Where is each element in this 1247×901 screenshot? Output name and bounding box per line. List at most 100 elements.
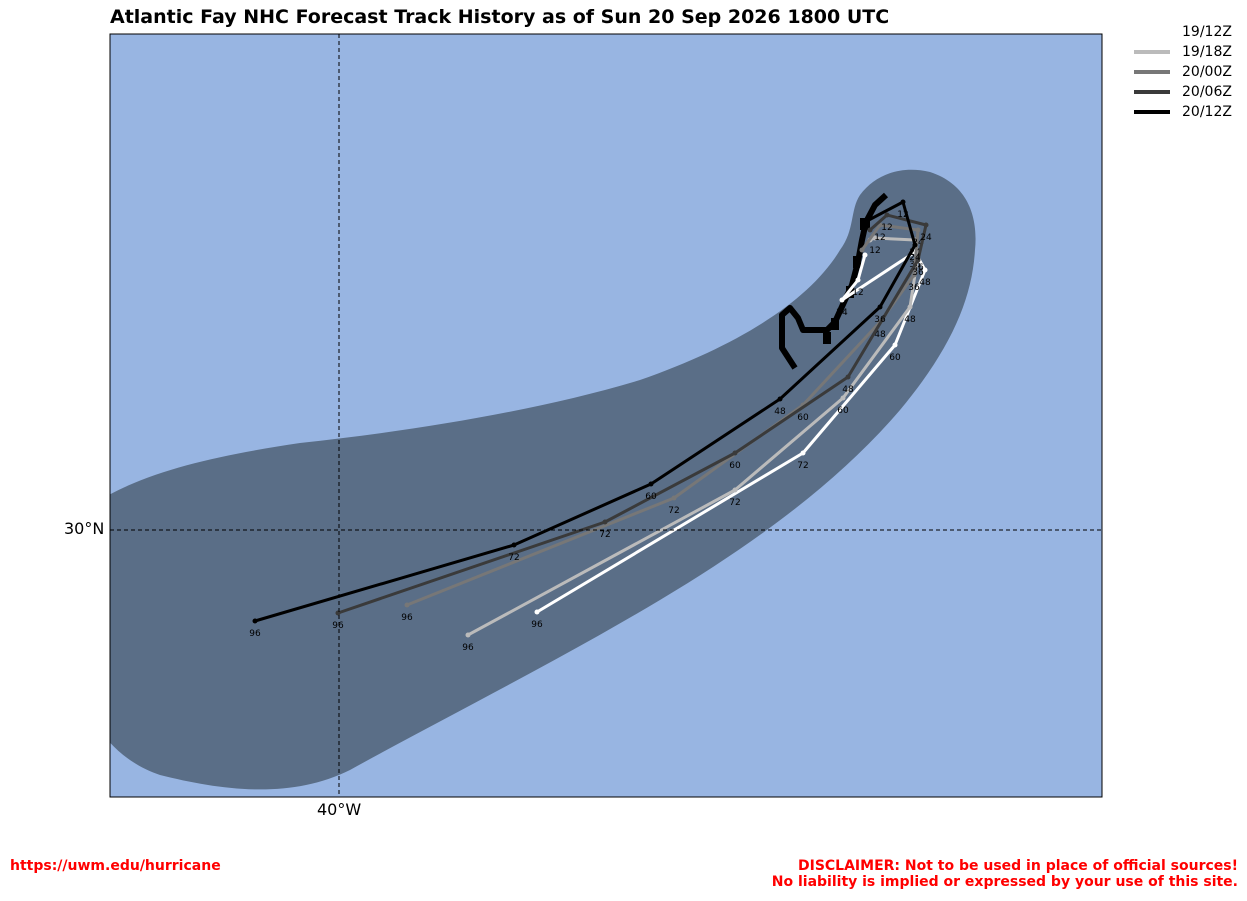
disclaimer-line-2: No liability is implied or expressed by … xyxy=(771,874,1238,890)
forecast-hour-label: 48 xyxy=(842,385,854,395)
forecast-point xyxy=(335,610,341,616)
legend-entry: 19/12Z xyxy=(1134,22,1244,42)
forecast-hour-label: 24 xyxy=(909,253,921,263)
forecast-point xyxy=(534,609,540,615)
forecast-point xyxy=(900,199,906,205)
legend-swatch xyxy=(1134,70,1170,74)
forecast-point xyxy=(839,297,845,303)
legend-entry: 20/06Z xyxy=(1134,82,1244,102)
forecast-hour-label: 60 xyxy=(837,406,849,416)
map-title: Atlantic Fay NHC Forecast Track History … xyxy=(110,6,890,28)
forecast-point xyxy=(915,227,921,233)
forecast-track-line xyxy=(337,213,928,615)
forecast-track-line xyxy=(406,223,920,607)
forecast-hour-label: 96 xyxy=(401,613,413,623)
forecast-hour-label: 36 xyxy=(908,283,920,293)
forecast-hour-label: 72 xyxy=(668,506,679,516)
forecast-point xyxy=(867,227,873,233)
forecast-hour-label: 96 xyxy=(249,629,261,639)
forecast-point xyxy=(855,277,861,283)
forecast-hour-label: 72 xyxy=(729,498,740,508)
forecast-hour-label: 12 xyxy=(881,223,892,233)
latitude-label: 30°N xyxy=(64,519,105,538)
forecast-point xyxy=(884,212,890,218)
forecast-point xyxy=(465,632,471,638)
forecast-point xyxy=(732,487,738,493)
forecast-point xyxy=(840,395,846,401)
forecast-point xyxy=(671,495,677,501)
forecast-hour-label: 72 xyxy=(797,461,808,471)
forecast-point xyxy=(911,272,917,278)
forecast-point xyxy=(862,252,868,258)
forecast-point xyxy=(732,450,738,456)
disclaimer: DISCLAIMER: Not to be used in place of o… xyxy=(772,858,1238,890)
forecast-track-line xyxy=(254,200,917,623)
legend-entry: 20/12Z xyxy=(1134,102,1244,122)
forecast-hour-label: 60 xyxy=(889,353,901,363)
source-url[interactable]: https://uwm.edu/hurricane xyxy=(10,858,221,874)
legend-label: 19/12Z xyxy=(1182,24,1232,40)
forecast-hour-label: 12 xyxy=(869,246,880,256)
forecast-hour-label: 36 xyxy=(912,263,924,273)
forecast-uncertainty-cone xyxy=(110,169,976,790)
forecast-point xyxy=(912,242,918,248)
legend-swatch xyxy=(1134,90,1170,94)
forecast-hour-label: 60 xyxy=(729,461,741,471)
forecast-point xyxy=(877,304,883,310)
forecast-hour-label: 60 xyxy=(797,413,809,423)
forecast-hour-label: 24 xyxy=(920,233,932,243)
forecast-hour-label: 24 xyxy=(836,308,848,318)
forecast-hour-label: 72 xyxy=(599,530,610,540)
forecast-point xyxy=(923,222,929,228)
legend-label: 19/18Z xyxy=(1182,44,1232,60)
forecast-point xyxy=(862,219,868,225)
disclaimer-line-1: DISCLAIMER: Not to be used in place of o… xyxy=(797,858,1238,874)
forecast-point xyxy=(907,304,913,310)
forecast-hour-label: 48 xyxy=(874,330,886,340)
forecast-hour-label: 36 xyxy=(912,268,924,278)
legend-swatch xyxy=(1134,110,1170,114)
forecast-hour-label: 24 xyxy=(912,238,924,248)
forecast-point xyxy=(892,342,898,348)
legend-label: 20/12Z xyxy=(1182,104,1232,120)
forecast-point xyxy=(872,235,878,241)
forecast-point xyxy=(922,267,928,273)
forecast-point xyxy=(602,519,608,525)
forecast-point xyxy=(845,374,851,380)
forecast-point xyxy=(252,618,258,624)
forecast-track-line xyxy=(467,236,920,637)
forecast-hour-label: 48 xyxy=(919,278,931,288)
forecast-point xyxy=(859,247,865,253)
forecast-hour-label: 96 xyxy=(531,620,543,630)
longitude-label: 40°W xyxy=(317,800,362,819)
forecast-point xyxy=(404,602,410,608)
forecast-hour-label: 60 xyxy=(645,492,657,502)
forecast-point xyxy=(915,257,921,263)
forecast-point xyxy=(511,542,517,548)
forecast-point xyxy=(800,450,806,456)
legend-label: 20/00Z xyxy=(1182,64,1232,80)
forecast-hour-label: 48 xyxy=(904,315,916,325)
forecast-hour-label: 12 xyxy=(897,210,908,220)
legend-swatch xyxy=(1134,50,1170,54)
plot-frame xyxy=(109,33,1103,798)
forecast-hour-label: 12 xyxy=(852,288,863,298)
forecast-hour-label: 96 xyxy=(332,621,344,631)
forecast-hour-label: 48 xyxy=(774,407,786,417)
legend-entry: 20/00Z xyxy=(1134,62,1244,82)
legend-entry: 19/18Z xyxy=(1134,42,1244,62)
legend-swatch xyxy=(1134,30,1170,34)
forecast-hour-label: 36 xyxy=(874,315,886,325)
forecast-point xyxy=(777,396,783,402)
legend-label: 20/06Z xyxy=(1182,84,1232,100)
forecast-hour-label: 12 xyxy=(874,233,885,243)
legend: 19/12Z 19/18Z 20/00Z 20/06Z 20/12Z xyxy=(1134,22,1244,122)
forecast-point xyxy=(648,481,654,487)
forecast-hour-label: 96 xyxy=(462,643,474,653)
